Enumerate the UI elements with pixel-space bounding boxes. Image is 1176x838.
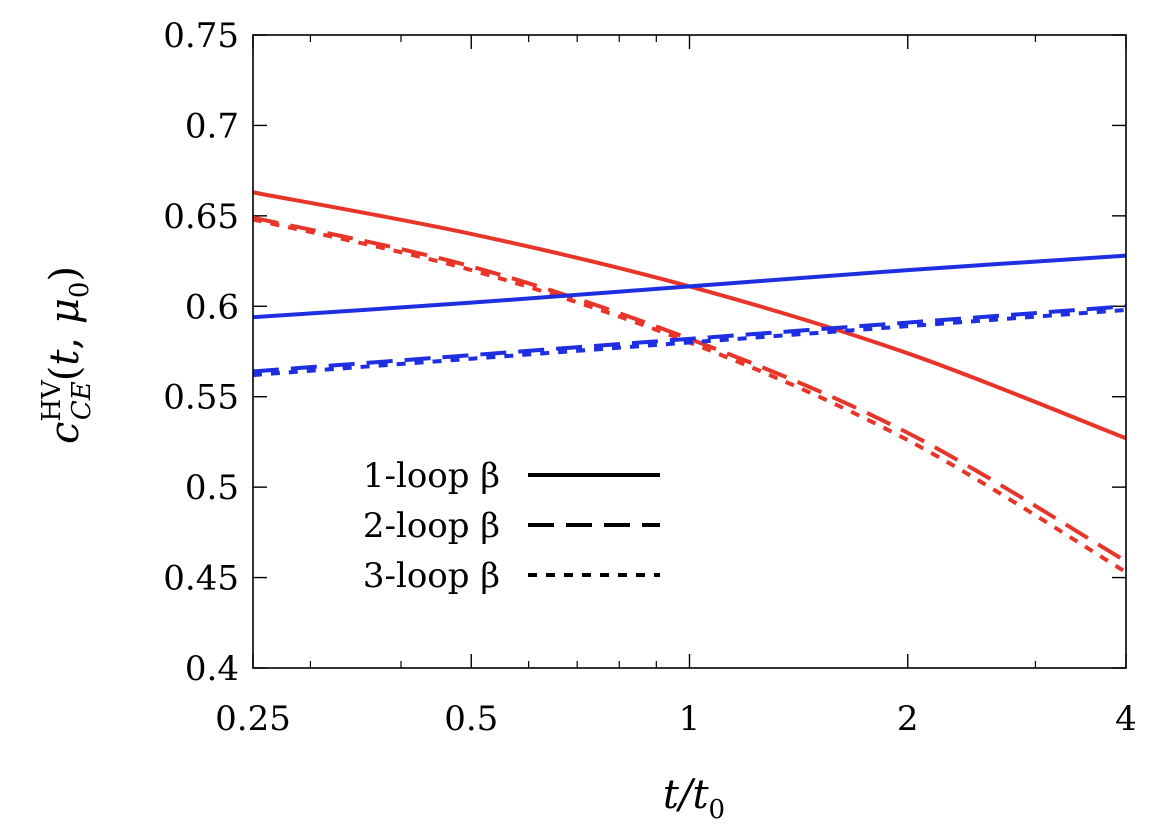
y-tick-label: 0.75 xyxy=(163,16,239,56)
y-tick-label: 0.7 xyxy=(185,106,239,146)
legend: 1-loop β 2-loop β 3-loop β xyxy=(363,456,660,596)
series-lines xyxy=(252,190,1128,574)
series-line xyxy=(252,253,1127,320)
x-tick-label: 2 xyxy=(897,699,919,739)
legend-label: 1-loop β xyxy=(363,456,500,496)
y-tick-label: 0.65 xyxy=(163,197,239,237)
x-axis-title: t/t0 xyxy=(663,772,725,825)
plot-frame xyxy=(252,34,1127,669)
y-axis-title-group: cHVCE(t, μ0) xyxy=(37,266,97,444)
x-tick-label: 0.5 xyxy=(444,699,498,739)
x-tick-labels: 0.25 0.5 1 2 4 xyxy=(215,699,1137,739)
series-line xyxy=(252,215,1128,564)
y-tick-label: 0.45 xyxy=(163,559,239,599)
x-tick-label: 1 xyxy=(679,699,701,739)
series-line xyxy=(252,304,1127,374)
x-tick-label: 0.25 xyxy=(215,699,291,739)
y-tick-label: 0.4 xyxy=(185,649,239,689)
y-axis-title: cHVCE(t, μ0) xyxy=(37,266,97,444)
minor-ticks xyxy=(309,35,1037,668)
y-tick-labels: 0.4 0.45 0.5 0.55 0.6 0.65 0.7 0.75 xyxy=(163,16,239,689)
legend-label: 2-loop β xyxy=(363,506,500,546)
legend-label: 3-loop β xyxy=(363,556,500,596)
y-tick-label: 0.5 xyxy=(185,468,239,508)
y-tick-label: 0.55 xyxy=(163,378,239,418)
y-tick-label: 0.6 xyxy=(185,287,239,327)
series-line xyxy=(252,307,1127,378)
x-tick-label: 4 xyxy=(1115,699,1137,739)
